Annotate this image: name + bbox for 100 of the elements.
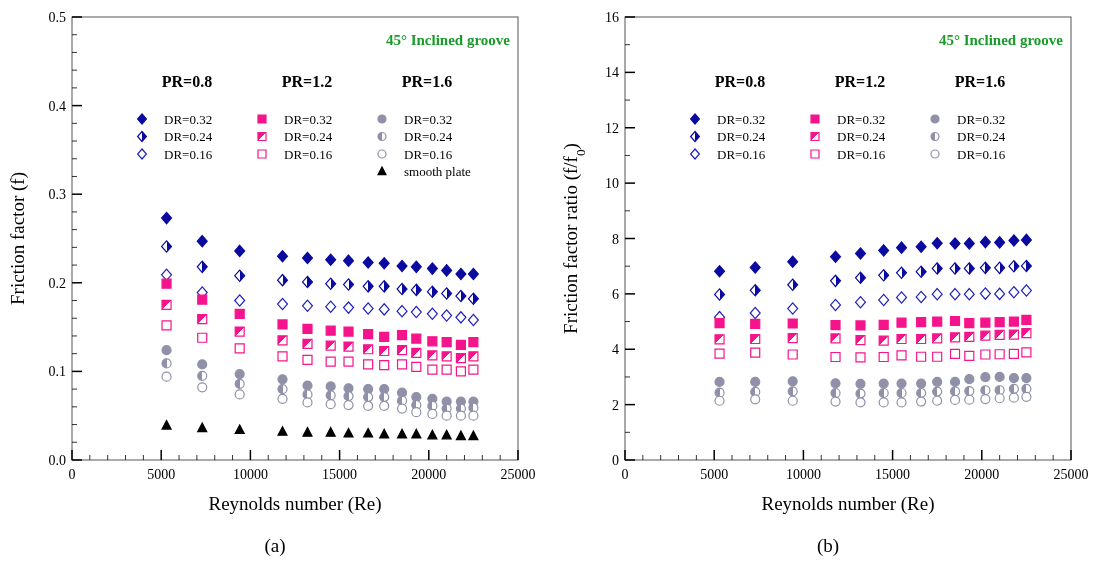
point xyxy=(427,364,438,375)
point xyxy=(343,399,354,411)
point xyxy=(161,240,173,253)
annotation: 45° Inclined groove xyxy=(938,32,1064,48)
point xyxy=(301,251,314,265)
point xyxy=(161,358,172,369)
point xyxy=(276,273,289,287)
point xyxy=(427,350,438,361)
point xyxy=(714,318,725,329)
point xyxy=(878,269,890,282)
point xyxy=(379,400,390,412)
point xyxy=(234,389,245,400)
legend-label: smooth plate xyxy=(404,164,472,179)
point xyxy=(949,376,961,388)
point xyxy=(161,345,172,356)
point xyxy=(1021,328,1032,339)
y-tick-label: 0.5 xyxy=(48,10,66,25)
point xyxy=(325,356,336,367)
point xyxy=(931,262,943,275)
point xyxy=(427,408,438,420)
point xyxy=(277,319,288,330)
point xyxy=(963,287,975,301)
point xyxy=(276,250,289,263)
point xyxy=(379,392,390,403)
point xyxy=(467,313,479,327)
point xyxy=(714,334,725,345)
point xyxy=(750,333,761,345)
point xyxy=(949,394,961,406)
point xyxy=(787,376,798,387)
point xyxy=(441,429,452,440)
point xyxy=(932,376,943,388)
point xyxy=(949,348,961,360)
x-axis-title: Reynolds number (Re) xyxy=(761,493,935,515)
point xyxy=(979,235,991,249)
point xyxy=(1020,259,1032,273)
point xyxy=(878,378,889,389)
point xyxy=(855,388,866,399)
point xyxy=(411,407,422,418)
point xyxy=(964,374,975,385)
point xyxy=(161,371,172,382)
legend-label: DR=0.24 xyxy=(164,129,213,144)
point xyxy=(829,250,842,263)
point xyxy=(963,237,975,250)
x-tick-label: 0 xyxy=(68,467,76,482)
point xyxy=(277,426,288,436)
point xyxy=(343,356,354,367)
point xyxy=(441,410,452,421)
point xyxy=(427,336,438,347)
point xyxy=(896,387,907,399)
point xyxy=(197,382,208,393)
point xyxy=(302,354,313,365)
point xyxy=(302,323,313,334)
point xyxy=(396,387,408,398)
point xyxy=(878,244,890,257)
point xyxy=(878,387,889,399)
point xyxy=(964,318,975,329)
point xyxy=(714,395,725,406)
legend-label: DR=0.32 xyxy=(837,111,886,127)
point xyxy=(994,349,1005,360)
point xyxy=(932,395,943,406)
point xyxy=(234,308,245,319)
x-tick-label: 15000 xyxy=(875,467,911,482)
x-axis-title: Reynolds number (Re) xyxy=(208,493,382,515)
point xyxy=(896,317,907,328)
point xyxy=(949,332,961,343)
y-tick-label: 0.3 xyxy=(48,187,66,203)
point xyxy=(197,314,208,325)
point xyxy=(1008,329,1020,340)
point xyxy=(455,430,467,441)
legend-label: DR=0.16 xyxy=(404,146,453,162)
point xyxy=(980,317,991,328)
point xyxy=(302,389,313,400)
point xyxy=(161,268,173,282)
point xyxy=(343,391,354,402)
point xyxy=(343,427,354,438)
point xyxy=(396,359,408,370)
point xyxy=(787,278,799,291)
point xyxy=(441,309,453,322)
point xyxy=(342,278,355,291)
point xyxy=(161,278,172,289)
point xyxy=(932,386,943,397)
point xyxy=(396,403,408,414)
point xyxy=(378,257,390,270)
point xyxy=(277,374,288,385)
legend-label: DR=0.32 xyxy=(957,111,1006,127)
point xyxy=(830,320,841,331)
point xyxy=(426,285,438,298)
point xyxy=(980,372,991,383)
point xyxy=(396,395,408,406)
x-tick-label: 10000 xyxy=(232,467,268,482)
point xyxy=(396,428,408,439)
point xyxy=(378,280,390,293)
y-tick-label: 14 xyxy=(605,65,619,81)
point xyxy=(301,299,314,313)
y-tick-label: 6 xyxy=(612,286,619,302)
point xyxy=(455,289,467,303)
point xyxy=(396,345,408,356)
point xyxy=(455,339,467,350)
point xyxy=(234,326,245,337)
y-tick-label: 8 xyxy=(612,231,619,247)
